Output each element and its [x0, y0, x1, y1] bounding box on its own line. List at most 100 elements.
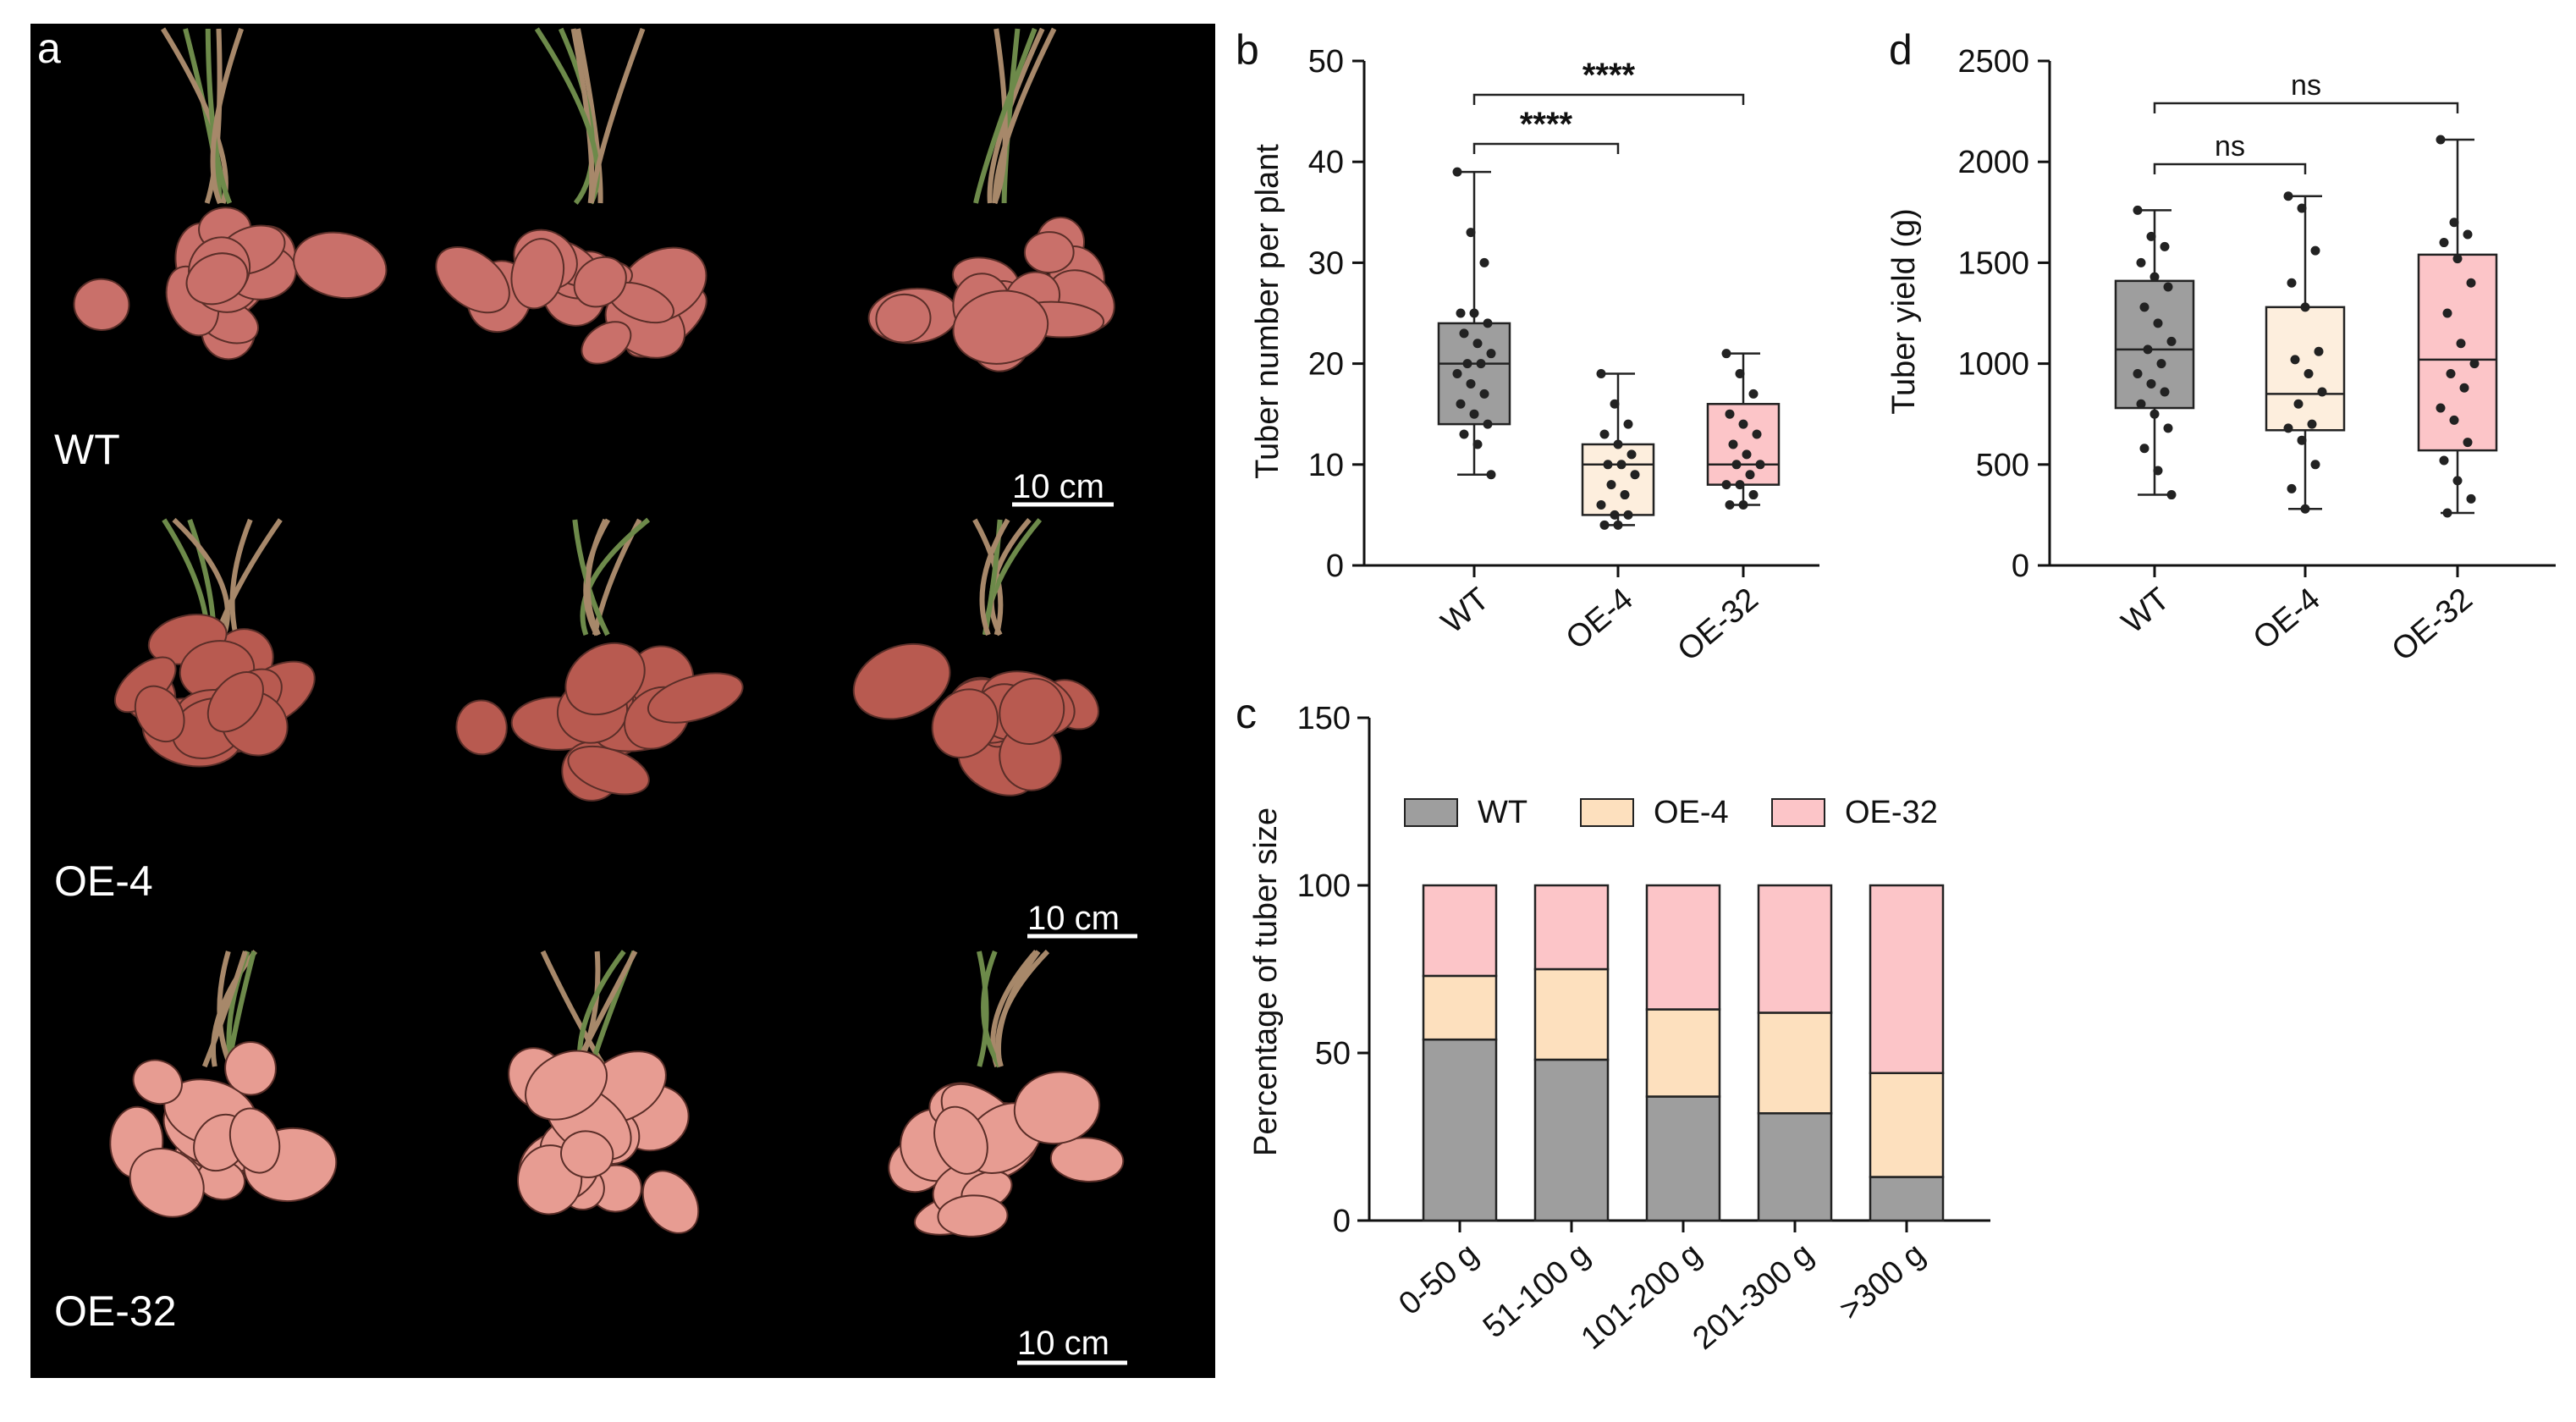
photo-row-label-oe32: OE-32	[54, 1287, 177, 1335]
box-WT	[1437, 322, 1511, 426]
tuber	[525, 1050, 608, 1121]
significance-bracket	[1472, 142, 1620, 154]
x-tick-label: OE-4	[2247, 581, 2327, 657]
plant-stem	[201, 951, 248, 1068]
y-tick-label: 1500	[1957, 245, 2029, 281]
data-point	[2300, 302, 2310, 312]
legend-swatch	[1580, 798, 1634, 827]
panel-letter-b: b	[1236, 26, 1259, 74]
data-point	[2293, 399, 2304, 409]
data-point	[1479, 257, 1489, 267]
panel-letter-a: a	[37, 25, 61, 72]
tuber-photos	[73, 27, 1125, 1237]
data-point	[2304, 369, 2314, 379]
data-point	[2133, 205, 2143, 215]
data-point	[2456, 339, 2466, 349]
panel-b-ylabel: Tuber number per plant	[1250, 144, 1285, 479]
bar-segment-WT	[1645, 1095, 1721, 1222]
bar-segment-WT	[1422, 1038, 1498, 1222]
plant-stem	[183, 28, 223, 204]
data-point	[1721, 480, 1731, 490]
data-point	[1606, 480, 1616, 490]
data-point	[1599, 520, 1610, 530]
tuber	[455, 699, 508, 756]
data-point	[2314, 346, 2324, 356]
data-point	[2446, 369, 2456, 379]
x-tick-label: WT	[1435, 581, 1496, 641]
plant-stem	[995, 949, 1050, 1067]
data-point	[2452, 254, 2463, 264]
data-point	[1725, 409, 1735, 419]
data-point	[1452, 369, 1462, 379]
tuber	[132, 1059, 183, 1105]
x-tick-label: 101-200 g	[1575, 1237, 1709, 1357]
data-point	[2300, 504, 2310, 514]
data-point	[1596, 499, 1606, 510]
tuber	[129, 1148, 205, 1218]
data-point	[2287, 483, 2297, 493]
tuber	[1023, 231, 1075, 273]
data-point	[2310, 245, 2320, 256]
data-point	[1735, 480, 1745, 490]
data-point	[1731, 460, 1742, 470]
bar-segment-OE-4	[1757, 1011, 1833, 1115]
bar-segment-WT	[1533, 1058, 1610, 1222]
data-point	[1486, 470, 1496, 480]
data-point	[1623, 419, 1633, 429]
data-point	[1466, 378, 1476, 389]
x-tick-label: OE-32	[1671, 581, 1765, 669]
bar-segment-OE-4	[1645, 1008, 1721, 1098]
legend-label: WT	[1478, 795, 1527, 830]
data-point	[2436, 403, 2446, 413]
y-tick-label: 0	[2012, 548, 2029, 584]
data-point	[1627, 449, 1637, 460]
y-tick-label: 100	[1297, 868, 1351, 904]
panel-d-ylabel: Tuber yield (g)	[1886, 208, 1922, 415]
significance-label: ns	[2215, 130, 2245, 163]
y-tick-label: 0	[1326, 548, 1344, 584]
data-point	[2287, 278, 2297, 288]
data-point	[1479, 389, 1489, 399]
y-tick-label: 2000	[1957, 145, 2029, 180]
data-point	[1630, 470, 1640, 480]
y-tick-label: 1000	[1957, 347, 2029, 383]
data-point	[2153, 466, 2163, 476]
data-point	[2146, 231, 2156, 241]
data-point	[2136, 257, 2146, 267]
plant-stem	[585, 518, 608, 637]
scale-label-oe32: 10 cm	[1017, 1325, 1109, 1362]
plant-stem	[580, 517, 651, 636]
data-point	[2469, 359, 2480, 369]
legend-swatch	[1404, 798, 1458, 827]
panel-letter-d: d	[1889, 26, 1913, 74]
data-point	[2442, 508, 2452, 518]
data-point	[1469, 409, 1479, 419]
data-point	[2449, 415, 2459, 425]
data-point	[2166, 336, 2177, 346]
data-point	[2133, 369, 2143, 379]
x-tick-label: >300 g	[1833, 1237, 1932, 1328]
x-tick-label: OE-4	[1560, 581, 1640, 657]
panel-letter-c: c	[1236, 690, 1257, 737]
photo-row-label-wt: WT	[54, 426, 120, 473]
data-point	[1603, 460, 1613, 470]
plant-stem	[987, 27, 1045, 204]
data-point	[1745, 470, 1755, 480]
data-point	[2466, 278, 2476, 288]
data-point	[2139, 444, 2149, 454]
data-point	[2463, 438, 2473, 448]
box-WT	[2114, 279, 2195, 410]
panel-a: a WT 10 cm OE-4 10 cm OE-32 10 cm	[30, 24, 1215, 1378]
tuber	[573, 256, 627, 308]
y-tick-label: 0	[1333, 1204, 1351, 1239]
data-point	[1721, 349, 1731, 359]
significance-bracket	[2153, 163, 2307, 174]
scale-label-wt: 10 cm	[1012, 468, 1104, 505]
data-point	[2166, 490, 2177, 500]
tuber	[999, 677, 1065, 746]
panel-d-chart: 0 500 1000 1500 2000 2500 WT OE-4 OE-32 ns ns	[1957, 44, 2556, 668]
data-point	[2449, 218, 2459, 228]
y-tick-label: 10	[1308, 448, 1344, 483]
x-tick-label: OE-32	[2386, 581, 2480, 669]
